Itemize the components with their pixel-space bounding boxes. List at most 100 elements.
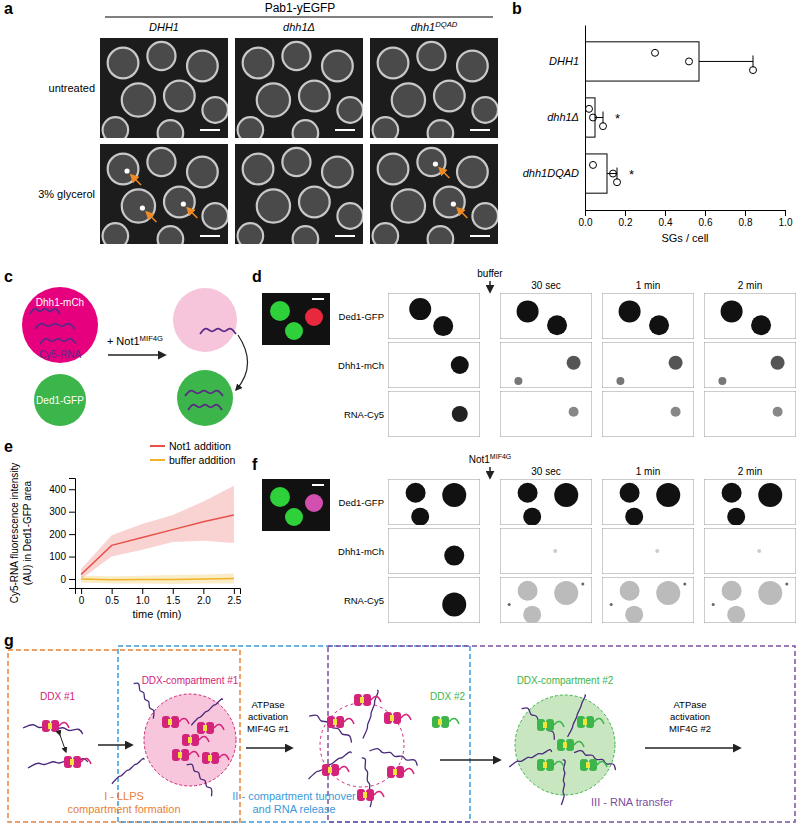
plot-area	[81, 486, 234, 584]
ddx-tail	[554, 721, 564, 727]
tick-mark	[69, 534, 75, 535]
y-axis-line	[69, 479, 76, 589]
micrograph	[602, 391, 694, 437]
panel-letter: f	[252, 456, 258, 473]
activation-label: activation	[248, 711, 288, 722]
tick-label: dhh1Δ	[547, 111, 579, 123]
micrograph	[704, 391, 796, 437]
droplet	[757, 549, 761, 553]
cell	[428, 226, 454, 244]
droplet	[553, 549, 557, 553]
arrow	[236, 335, 248, 390]
micrograph	[100, 144, 228, 244]
data-point	[590, 114, 597, 121]
ddx-molecule	[577, 716, 604, 728]
cell	[378, 154, 409, 185]
tick-mark	[173, 588, 174, 594]
ddx-domain	[73, 756, 81, 768]
tick-label: 400	[49, 484, 66, 495]
cell	[337, 97, 363, 123]
micrograph	[388, 293, 480, 339]
ddx-tail	[374, 791, 384, 797]
tick-label: 2.0	[197, 595, 211, 606]
activation-label: MIF4G #1	[247, 723, 289, 734]
ddx-tail	[179, 718, 189, 724]
image-background	[602, 293, 694, 339]
arrow	[187, 208, 197, 218]
ddx-compartment	[144, 694, 236, 786]
ddx-molecule	[42, 720, 69, 732]
cell	[257, 189, 290, 222]
cell	[122, 83, 155, 116]
scale-bar	[200, 235, 220, 237]
label-base: dhh1Δ	[283, 21, 315, 33]
tick-mark	[69, 557, 75, 558]
cell	[202, 97, 228, 123]
tick-label: 300	[49, 506, 66, 517]
scale-bar	[312, 484, 324, 486]
tick-mark	[203, 588, 204, 594]
cell	[457, 51, 488, 82]
error-bar-stem	[699, 61, 753, 62]
micrograph	[500, 528, 592, 574]
cell	[392, 83, 425, 116]
rna-strand	[185, 391, 223, 396]
arrow	[108, 354, 165, 356]
ddx-molecule	[327, 716, 354, 728]
ddx-molecule	[384, 712, 411, 724]
droplet	[721, 300, 743, 322]
x-axis: 0.00.20.40.60.81.0	[579, 210, 793, 228]
arrow	[489, 467, 491, 478]
micrograph	[602, 479, 694, 525]
ddx-domain	[51, 720, 59, 732]
tick-mark	[625, 210, 626, 216]
ddx-molecule	[580, 759, 607, 771]
ddx-domain	[206, 722, 214, 734]
micrograph	[704, 479, 796, 525]
ddx-tail	[189, 751, 199, 757]
tick-mark	[665, 210, 666, 216]
droplet	[270, 487, 290, 507]
image-background	[704, 391, 796, 437]
droplet	[683, 582, 686, 585]
droplet	[785, 582, 788, 585]
stage-box	[118, 646, 470, 822]
condensate	[173, 288, 237, 352]
droplet	[547, 315, 567, 335]
cell	[434, 187, 465, 218]
x-axis-tick: 0.0	[579, 210, 593, 228]
micrograph	[704, 342, 796, 388]
cell	[103, 223, 129, 244]
ddx-molecule	[202, 752, 229, 764]
x-axis-line	[586, 211, 786, 217]
image-background	[704, 577, 796, 623]
condensate	[177, 370, 233, 426]
data-line	[81, 579, 234, 580]
micrograph	[602, 293, 694, 339]
y-axis-tick: 100	[49, 551, 75, 562]
droplet	[305, 494, 323, 512]
droplet	[567, 356, 581, 370]
ddx-tail	[59, 722, 69, 728]
time-label: 2 min	[738, 466, 762, 477]
panel-c: Dhh1-mChCy5-RNADed1-GFP+ Not1MIF4G	[22, 287, 248, 426]
cell	[122, 189, 155, 222]
ddx-domain	[396, 766, 404, 778]
scale-bar	[335, 235, 355, 237]
image-background	[500, 342, 592, 388]
panel-a: Pab1-yEGFPDHH1dhh1Δdhh1DQADuntreated3% g…	[38, 1, 498, 252]
micrograph	[602, 528, 694, 574]
ddx-molecule	[182, 734, 209, 746]
atp-site	[48, 723, 52, 729]
scale-bar	[335, 129, 355, 131]
y-axis: 0100200300400	[49, 479, 75, 589]
panel-e: 00.51.01.52.02.50100200300400time (min)C…	[9, 440, 242, 620]
image-background	[500, 528, 592, 574]
cell	[293, 226, 319, 244]
stress-granule	[433, 161, 438, 166]
ddx-tail	[214, 724, 224, 730]
droplet	[514, 377, 522, 385]
cell	[147, 148, 175, 176]
x-axis-tick: 2.5	[227, 588, 241, 606]
ddx-domain	[586, 716, 594, 728]
